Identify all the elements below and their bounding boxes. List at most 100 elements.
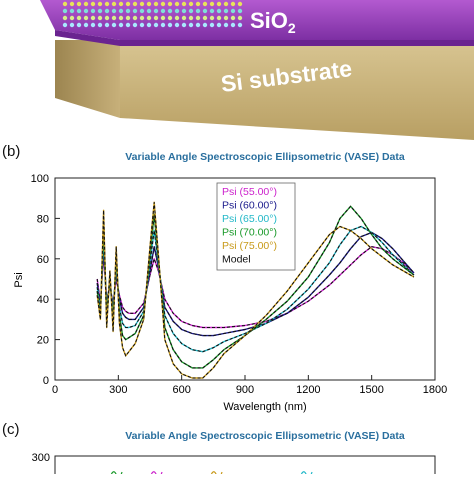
- nanoparticle: [216, 8, 222, 14]
- vase-chart: Variable Angle Spectroscopic Ellipsometr…: [13, 151, 447, 413]
- nanoparticle: [118, 15, 124, 21]
- nanoparticle: [230, 22, 236, 28]
- y-tick-label: 20: [37, 335, 49, 347]
- y-tick-labels: 0 20 40 60 80 100: [31, 173, 49, 387]
- nanoparticle: [209, 8, 215, 14]
- nanoparticle: [111, 22, 117, 28]
- nanoparticle: [146, 8, 152, 14]
- nanoparticle: [216, 1, 222, 7]
- nanoparticle: [188, 8, 194, 14]
- nanoparticle: [90, 22, 96, 28]
- x-axis-title: Wavelength (nm): [223, 401, 306, 413]
- y-tick-label: 40: [37, 294, 49, 306]
- series-lines: [96, 201, 415, 379]
- nanoparticle: [237, 1, 243, 7]
- nanoparticle: [132, 8, 138, 14]
- substrate-side-face: [55, 40, 120, 118]
- nanoparticle: [237, 15, 243, 21]
- nanoparticle: [69, 15, 75, 21]
- legend: Psi (55.00°) Psi (60.00°)Psi (65.00°) Psi …: [216, 182, 296, 271]
- legend-entry: Psi (75.00°): [222, 240, 277, 252]
- nanoparticle: [230, 8, 236, 14]
- x-tick-labels: 0 300 600 900 1200 1500 1800: [52, 384, 447, 396]
- legend-entry: Psi (65.00°): [222, 213, 277, 225]
- nanoparticle: [237, 22, 243, 28]
- nanoparticle: [69, 8, 75, 14]
- model-line-4: [96, 205, 415, 369]
- chart-c-y-tick-label: 300: [32, 452, 50, 464]
- nanoparticle: [160, 8, 166, 14]
- nanoparticle: [118, 8, 124, 14]
- nanoparticle: [202, 1, 208, 7]
- nanoparticle: [216, 15, 222, 21]
- chart-c-plot-area: [54, 455, 436, 479]
- nanoparticle: [167, 22, 173, 28]
- nanoparticle: [188, 22, 194, 28]
- nanoparticle: [90, 15, 96, 21]
- nanoparticle: [69, 1, 75, 7]
- nanoparticle: [132, 15, 138, 21]
- nanoparticle: [153, 15, 159, 21]
- nanoparticle: [167, 1, 173, 7]
- nanoparticle: [160, 1, 166, 7]
- x-tick-label: 1200: [296, 384, 320, 396]
- nanoparticle: [153, 8, 159, 14]
- sio2-top-edge: [55, 30, 474, 46]
- nanoparticle: [146, 22, 152, 28]
- nanoparticle: [139, 22, 145, 28]
- nanoparticle: [139, 15, 145, 21]
- legend-entry: Psi (70.00°): [222, 227, 277, 239]
- nanoparticle: [195, 15, 201, 21]
- y-tick-label: 0: [43, 375, 49, 387]
- nanoparticle: [146, 1, 152, 7]
- x-tick-label: 300: [109, 384, 127, 396]
- nanoparticle: [132, 1, 138, 7]
- nanoparticle: [174, 22, 180, 28]
- nanoparticle: [97, 1, 103, 7]
- y-tick-label: 60: [37, 254, 49, 266]
- nanoparticle: [202, 22, 208, 28]
- nanoparticle: [181, 15, 187, 21]
- nanoparticle: [216, 22, 222, 28]
- nanoparticle: [83, 15, 89, 21]
- nanoparticle: [195, 1, 201, 7]
- nanoparticle: [167, 15, 173, 21]
- nanoparticle: [118, 22, 124, 28]
- nanoparticle: [83, 1, 89, 7]
- nanoparticle: [104, 22, 110, 28]
- nanoparticle: [62, 1, 68, 7]
- legend-entry-model: Model: [222, 254, 251, 266]
- nanoparticle: [111, 8, 117, 14]
- nanoparticle: [237, 8, 243, 14]
- nanoparticle: [104, 1, 110, 7]
- nanoparticle: [174, 1, 180, 7]
- substrate-front-face: [120, 40, 474, 140]
- x-tick-label: 0: [52, 384, 58, 396]
- nanoparticle: [174, 8, 180, 14]
- nanoparticle: [223, 1, 229, 7]
- nanoparticle: [97, 8, 103, 14]
- nanoparticle: [139, 8, 145, 14]
- nanoparticle: [76, 15, 82, 21]
- nanoparticle: [181, 1, 187, 7]
- axis-ticks: [54, 177, 436, 381]
- nanoparticle: [153, 1, 159, 7]
- nanoparticle: [202, 8, 208, 14]
- legend-entry: Psi (60.00°): [222, 200, 277, 212]
- vase-chart-c: Variable Angle Spectroscopic Ellipsometr…: [32, 430, 436, 479]
- nanoparticle: [118, 1, 124, 7]
- nanoparticle: [181, 22, 187, 28]
- nanoparticle: [223, 15, 229, 21]
- nanoparticle: [83, 8, 89, 14]
- nanoparticle: [62, 15, 68, 21]
- nanoparticle: [202, 15, 208, 21]
- legend-box: [216, 182, 296, 271]
- nanoparticle: [76, 1, 82, 7]
- chart-title: Variable Angle Spectroscopic Ellipsometr…: [125, 151, 405, 163]
- nanoparticle: [153, 22, 159, 28]
- nanoparticle: [174, 15, 180, 21]
- nanoparticle: [139, 1, 145, 7]
- model-line-5: [96, 202, 415, 379]
- nanoparticle: [62, 22, 68, 28]
